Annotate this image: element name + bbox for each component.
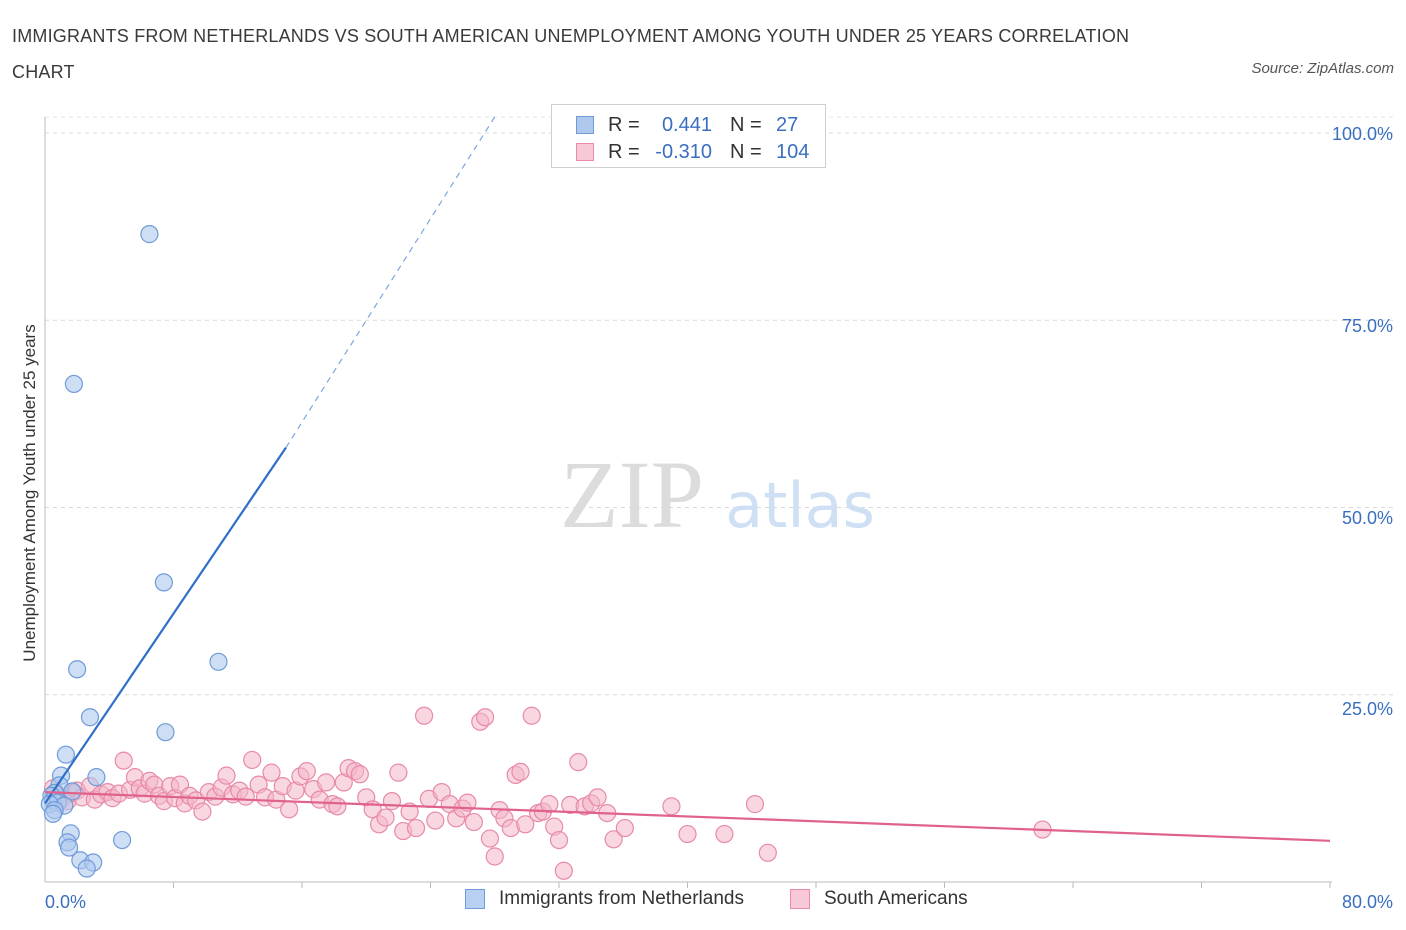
watermark: ZIP atlas (560, 441, 875, 548)
point-south-americans-89 (554, 861, 573, 880)
point-south-americans-86 (540, 795, 559, 814)
point-netherlands-6 (156, 723, 175, 742)
legend-r-label: R = (608, 113, 640, 136)
point-south-americans-98 (662, 797, 681, 816)
point-netherlands-12 (63, 782, 82, 801)
point-south-americans-101 (745, 795, 765, 814)
point-south-americans-97 (615, 818, 634, 838)
y-tick-label-50: 50.0% (1342, 508, 1393, 528)
point-south-americans-54 (350, 765, 369, 784)
x-tick-label-max: 80.0% (1342, 892, 1393, 912)
point-south-americans-63 (406, 818, 426, 838)
point-south-americans-48 (316, 773, 336, 792)
legend-swatch-blue (465, 889, 485, 909)
legend-n-value: 104 (776, 140, 810, 163)
point-south-americans-32 (217, 766, 236, 785)
legend-label-netherlands: Immigrants from Netherlands (499, 888, 744, 909)
point-south-americans-66 (426, 811, 445, 830)
point-south-americans-71 (458, 793, 477, 812)
point-south-americans-62 (400, 802, 419, 821)
point-south-americans-28 (193, 802, 212, 821)
point-south-americans-36 (243, 750, 262, 770)
point-south-americans-64 (414, 706, 434, 725)
trend-layer (44, 116, 1331, 842)
point-south-americans-72 (464, 812, 483, 832)
point-netherlands-1 (64, 374, 84, 394)
y-tick-label-75: 75.0% (1342, 316, 1393, 336)
point-south-americans-59 (382, 792, 402, 811)
point-netherlands-26 (77, 859, 96, 878)
point-netherlands-0 (140, 225, 159, 244)
x-tick-label-min: 0.0% (45, 892, 86, 912)
point-south-americans-99 (678, 824, 697, 844)
watermark-atlas: atlas (725, 469, 875, 542)
point-south-americans-75 (480, 829, 500, 848)
point-south-americans-42 (280, 800, 299, 819)
legend-swatch-pink (576, 143, 594, 161)
correlation-legend: R = 0.441 N = 27 R = -0.310 N = 104 (551, 104, 826, 168)
trendline-netherlands-extension (285, 116, 496, 448)
legend-r-label: R = (608, 140, 640, 163)
point-netherlands-2 (154, 573, 173, 592)
point-south-americans-45 (297, 762, 316, 781)
point-south-americans-88 (549, 830, 569, 850)
point-south-americans-102 (758, 843, 777, 862)
legend-n-label: N = (730, 113, 762, 136)
point-netherlands-4 (68, 660, 87, 679)
point-netherlands-19 (43, 804, 63, 823)
series-legend: Immigrants from Netherlands South Americ… (0, 888, 1406, 916)
point-south-americans-82 (516, 815, 535, 834)
points-layer (40, 225, 1052, 880)
point-south-americans-83 (522, 706, 541, 725)
point-south-americans-39 (262, 763, 281, 782)
point-netherlands-23 (59, 838, 79, 857)
y-tick-label-100: 100.0% (1332, 124, 1393, 144)
chart-source: Source: ZipAtlas.com (1251, 60, 1394, 77)
point-south-americans-60 (389, 763, 408, 782)
point-south-americans-91 (569, 753, 588, 772)
point-netherlands-7 (56, 745, 75, 764)
point-south-americans-74 (476, 708, 495, 727)
watermark-zip: ZIP (560, 441, 704, 548)
point-south-americans-13 (114, 751, 133, 770)
y-tick-label-25: 25.0% (1342, 699, 1393, 719)
trendline-south-americans (44, 791, 1331, 842)
legend-item-south-americans: South Americans (790, 888, 968, 910)
point-south-americans-81 (511, 762, 530, 781)
point-netherlands-8 (87, 768, 106, 787)
point-south-americans-96 (604, 830, 623, 849)
legend-r-value: 0.441 (661, 113, 712, 136)
trendline-netherlands (44, 446, 287, 804)
legend-swatch-blue (576, 116, 594, 134)
point-south-americans-50 (328, 797, 347, 816)
chart-title: IMMIGRANTS FROM NETHERLANDS VS SOUTH AME… (12, 26, 1130, 82)
legend-row-south-americans: R = -0.310 N = 104 (576, 139, 824, 165)
legend-label-south-americans: South Americans (824, 888, 968, 909)
point-netherlands-5 (80, 708, 100, 727)
point-netherlands-20 (112, 830, 132, 850)
point-south-americans-100 (715, 824, 734, 844)
legend-n-label: N = (730, 140, 762, 163)
axis-layer (44, 117, 1332, 888)
point-south-americans-94 (588, 788, 607, 807)
legend-item-netherlands: Immigrants from Netherlands (465, 888, 744, 910)
point-south-americans-58 (376, 808, 395, 827)
legend-swatch-pink (790, 889, 810, 909)
legend-row-netherlands: R = 0.441 N = 27 (576, 112, 824, 138)
legend-n-value: 27 (776, 113, 799, 136)
point-south-americans-76 (485, 847, 504, 866)
point-south-americans-35 (236, 787, 255, 806)
y-axis-label: Unemployment Among Youth under 25 years (20, 324, 39, 661)
point-netherlands-3 (209, 652, 228, 671)
grid-layer (45, 116, 1393, 696)
legend-r-value: -0.310 (655, 140, 712, 163)
